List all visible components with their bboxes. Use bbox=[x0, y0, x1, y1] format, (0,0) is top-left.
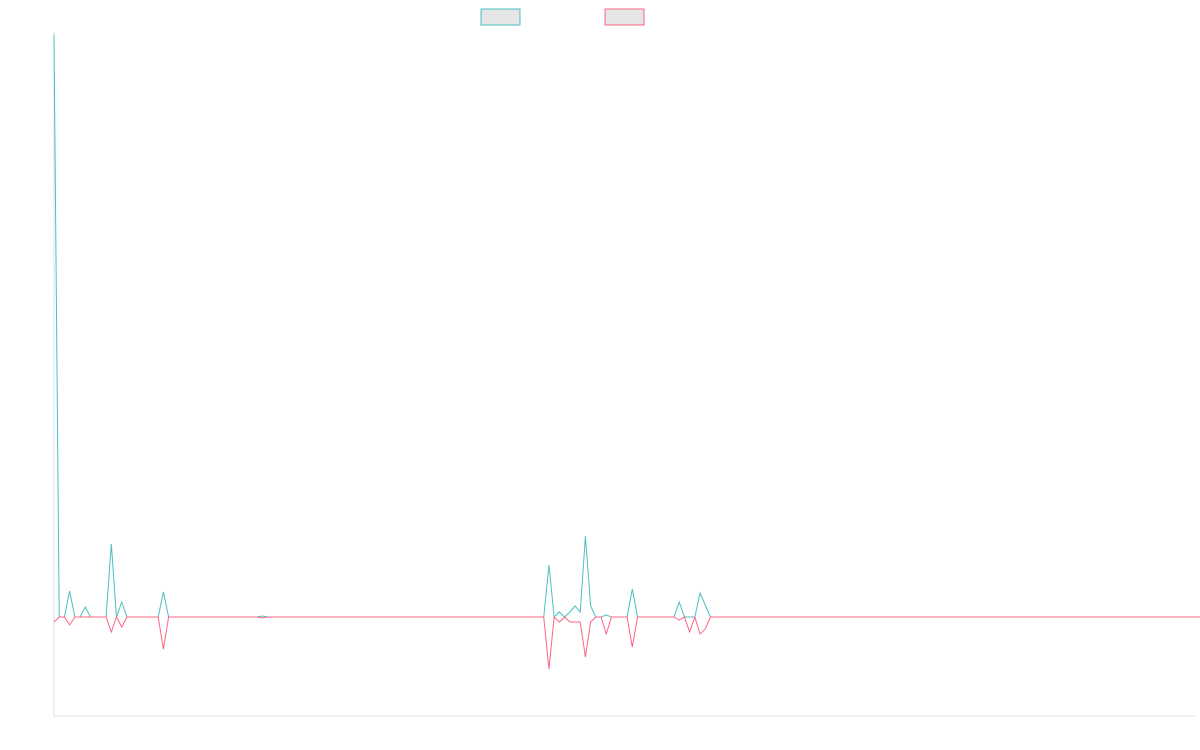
legend-swatch-1[interactable] bbox=[480, 8, 521, 26]
legend-swatch-2[interactable] bbox=[604, 8, 645, 26]
legend bbox=[480, 8, 645, 26]
series-layer bbox=[53, 34, 1200, 670]
axes bbox=[53, 32, 1195, 717]
series-line-2 bbox=[53, 615, 1200, 670]
series-line-1 bbox=[53, 34, 1200, 619]
